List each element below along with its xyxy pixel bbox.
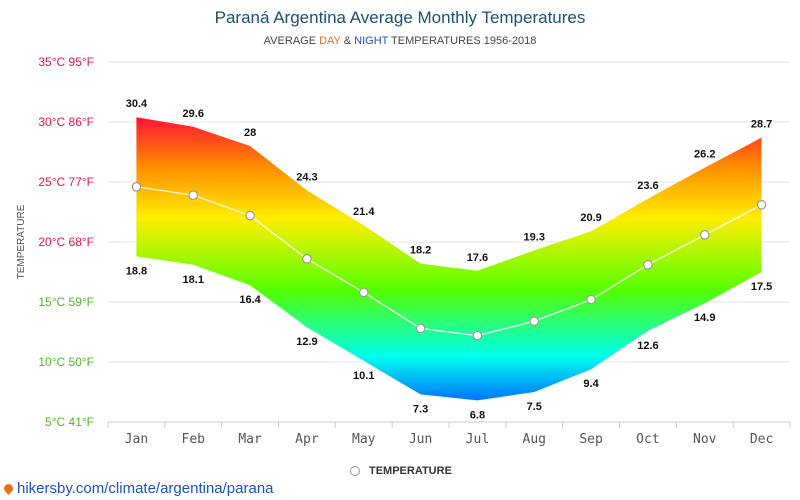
night-value-label: 12.9: [296, 336, 317, 348]
night-value-label: 18.8: [126, 265, 147, 277]
night-value-label: 7.5: [527, 401, 542, 413]
x-tick-label: Feb: [182, 432, 206, 447]
y-tick-label: 30°C 86°F: [38, 115, 94, 129]
subtitle-prefix: AVERAGE: [263, 35, 320, 47]
day-value-label: 23.6: [637, 180, 658, 192]
map-pin-icon: [2, 482, 15, 495]
average-point: [131, 182, 142, 192]
night-value-label: 18.1: [183, 274, 204, 286]
chart-legend[interactable]: TEMPERATURE: [350, 465, 452, 477]
average-line: [136, 186, 762, 337]
average-point: [415, 323, 426, 334]
subtitle-amp: &: [340, 35, 355, 47]
night-value-label: 6.8: [470, 409, 485, 421]
day-value-label: 29.6: [183, 108, 204, 120]
x-tick-label: May: [352, 432, 376, 447]
night-value-label: 7.3: [413, 403, 428, 415]
average-point: [302, 253, 312, 264]
day-value-label: 20.9: [580, 212, 601, 224]
y-axis-title: TEMPERATURE: [16, 204, 27, 279]
average-point: [245, 210, 255, 221]
night-value-label: 16.4: [239, 294, 261, 306]
night-value-label: 14.9: [694, 312, 715, 324]
night-value-label: 17.5: [751, 281, 772, 293]
day-night-band: [136, 117, 762, 401]
night-value-label: 10.1: [353, 370, 374, 382]
x-tick-label: Aug: [523, 432, 546, 447]
x-tick-label: Nov: [693, 432, 717, 447]
x-tick-label: Mar: [238, 432, 262, 447]
source-url: hikersby.com/climate/argentina/parana: [17, 480, 274, 497]
day-value-label: 24.3: [296, 171, 317, 183]
night-value-label: 9.4: [583, 378, 599, 390]
day-value-label: 30.4: [126, 98, 148, 110]
day-value-label: 26.2: [694, 149, 715, 161]
day-value-label: 17.6: [467, 252, 488, 264]
average-point: [756, 200, 767, 210]
x-tick-label: Jan: [125, 432, 148, 447]
subtitle-day: DAY: [319, 35, 341, 47]
y-tick-label: 10°C 50°F: [38, 355, 94, 369]
legend-marker-icon: [350, 466, 360, 476]
day-value-label: 21.4: [353, 206, 375, 218]
y-tick-label: 25°C 77°F: [38, 175, 94, 189]
y-tick-label: 20°C 68°F: [38, 235, 94, 249]
chart-subtitle: AVERAGE DAY & NIGHT TEMPERATURES 1956-20…: [0, 35, 800, 47]
source-link[interactable]: hikersby.com/climate/argentina/parana: [2, 480, 274, 497]
average-point: [643, 259, 653, 270]
average-point: [586, 294, 596, 305]
average-point: [529, 316, 540, 326]
y-tick-label: 15°C 59°F: [38, 295, 94, 309]
y-tick-label: 5°C 41°F: [45, 415, 94, 429]
day-value-label: 28: [244, 127, 256, 139]
average-point: [472, 330, 483, 341]
chart-title: Paraná Argentina Average Monthly Tempera…: [214, 8, 586, 27]
y-tick-label: 35°C 95°F: [38, 55, 94, 69]
subtitle-suffix: TEMPERATURES 1956-2018: [388, 35, 537, 47]
x-tick-label: Apr: [295, 432, 319, 447]
day-value-label: 18.2: [410, 245, 431, 257]
average-point: [188, 190, 199, 200]
subtitle-night: NIGHT: [354, 35, 389, 47]
x-tick-label: Oct: [636, 432, 659, 447]
average-point: [358, 287, 369, 298]
night-value-label: 12.6: [637, 340, 658, 352]
x-tick-label: Dec: [750, 432, 773, 447]
day-value-label: 28.7: [751, 119, 772, 131]
x-tick-label: Jun: [409, 432, 432, 447]
x-tick-label: Sep: [579, 432, 603, 447]
legend-label: TEMPERATURE: [369, 465, 452, 477]
x-tick-label: Jul: [466, 432, 489, 447]
average-point: [699, 230, 710, 240]
day-value-label: 19.3: [524, 231, 545, 243]
